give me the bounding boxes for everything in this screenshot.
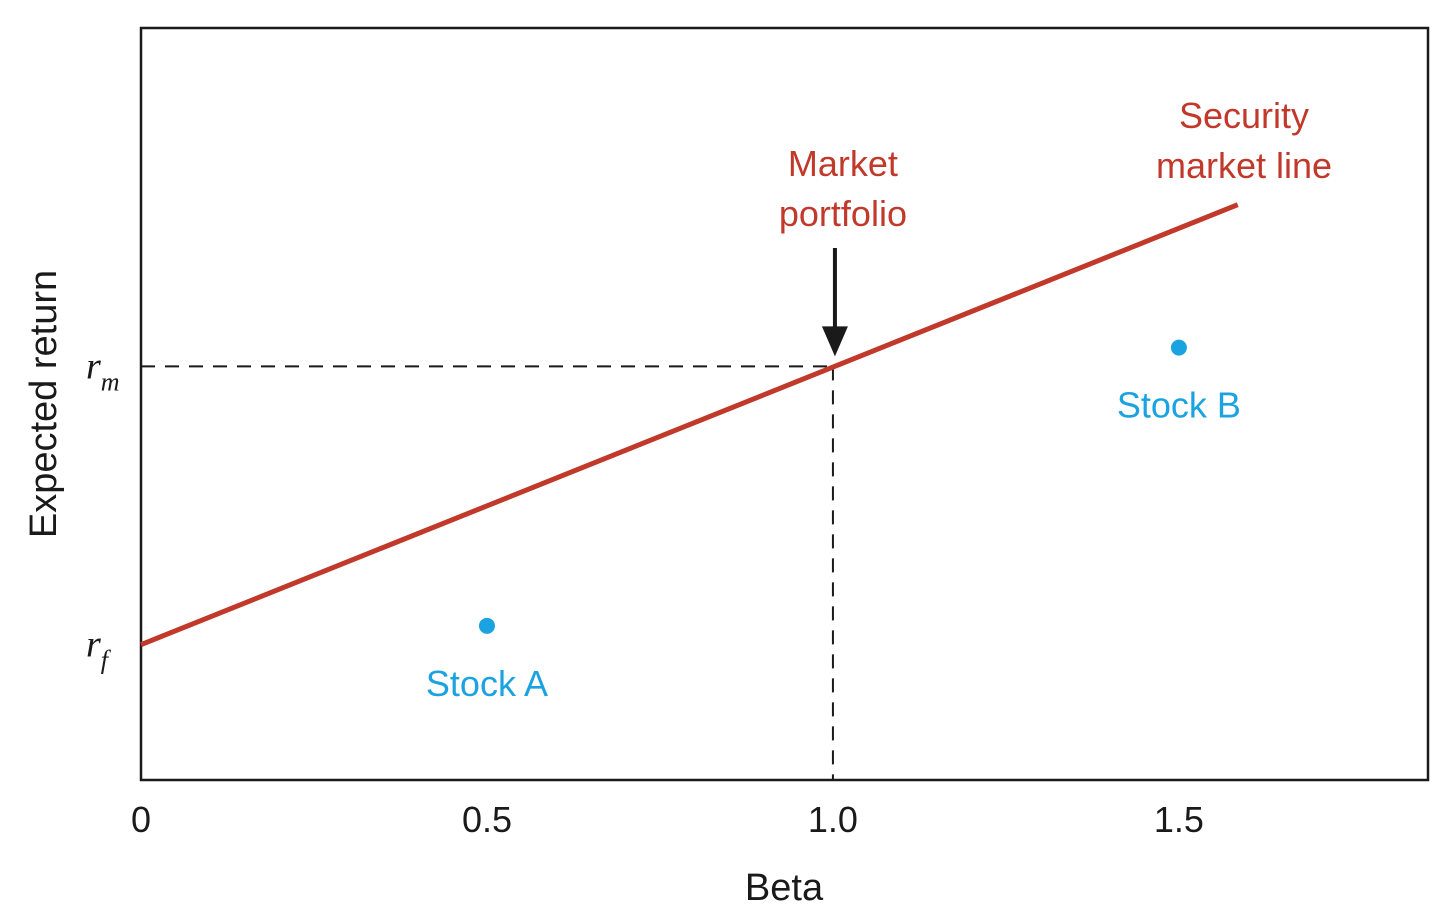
annotation-layer: Security market line Market portfolio [779,95,1332,357]
stock-label: Stock B [1117,385,1241,426]
stock-point [478,617,495,634]
x-tick-label: 1.0 [808,799,858,840]
stock-point [1170,339,1187,356]
line-layer [140,202,1239,647]
point-layer: Stock A Stock B [426,339,1241,704]
market-portfolio-arrow-head [821,326,848,357]
y-axis-title: Expected return [23,270,65,538]
market-portfolio-label: Market [788,143,898,184]
y-level-subscript: f [101,646,112,675]
x-tick-label: 0.5 [462,799,512,840]
security-market-line-label: Security [1179,95,1309,136]
guide-lines [141,365,834,780]
x-tick-label: 1.5 [1154,799,1204,840]
x-tick-layer: 0 0.5 1.0 1.5 [131,799,1204,840]
security-market-line-label: market line [1156,145,1332,186]
y-level-subscript: m [101,367,120,396]
plot-frame [139,26,1430,782]
x-tick-label: 0 [131,799,151,840]
security-market-line [140,202,1239,647]
x-axis-title: Beta [745,867,824,909]
stock-label: Stock A [426,663,548,704]
y-level-label: rf [86,624,112,675]
market-portfolio-label: portfolio [779,193,907,234]
y-level-main: r [86,345,101,387]
y-level-main: r [86,624,101,666]
y-level-label: rm [86,345,120,396]
